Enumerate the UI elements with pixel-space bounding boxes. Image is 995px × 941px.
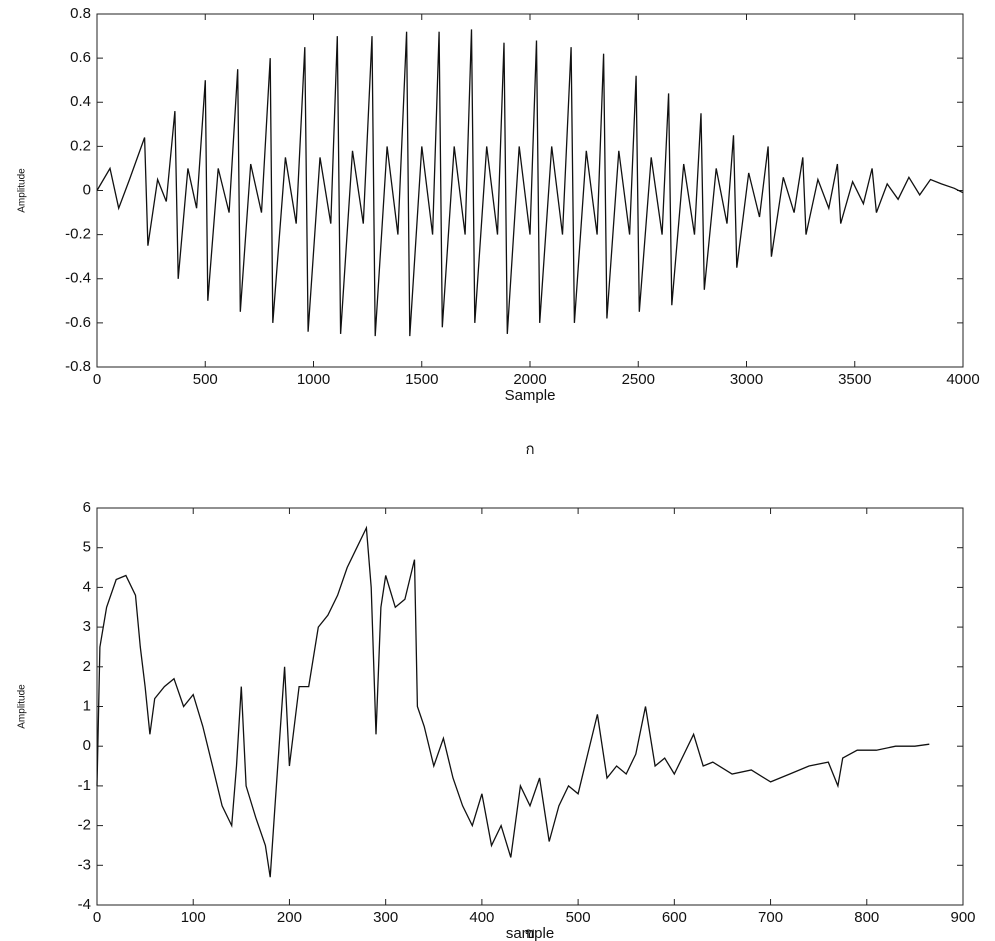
x-tick-label: 100 (181, 909, 206, 926)
y-tick-label: 0 (83, 181, 91, 198)
x-axis-label: sample (506, 925, 554, 941)
y-tick-label: 4 (83, 578, 91, 595)
x-tick-label: 2000 (513, 371, 546, 388)
x-axis-label: Sample (505, 387, 556, 404)
x-tick-label: 300 (373, 909, 398, 926)
caption: ข (525, 925, 535, 941)
x-tick-label: 700 (758, 909, 783, 926)
x-tick-label: 0 (93, 371, 101, 388)
x-tick-label: 800 (854, 909, 879, 926)
x-tick-label: 200 (277, 909, 302, 926)
x-tick-label: 4000 (946, 371, 979, 388)
y-tick-label: 0.8 (70, 5, 91, 22)
y-tick-label: 0 (83, 737, 91, 754)
y-tick-label: 6 (83, 499, 91, 516)
x-tick-label: 600 (662, 909, 687, 926)
x-tick-label: 400 (469, 909, 494, 926)
x-tick-label: 3500 (838, 371, 871, 388)
y-tick-label: 0.6 (70, 49, 91, 66)
x-tick-label: 3000 (730, 371, 763, 388)
plot-frame (96, 507, 964, 906)
y-tick-label: -3 (78, 856, 91, 873)
y-tick-label: -0.8 (65, 358, 91, 375)
y-axis-label: Amplitude (17, 168, 28, 213)
x-tick-label: 0 (93, 909, 101, 926)
data-line (96, 29, 964, 337)
y-tick-label: -0.2 (65, 226, 91, 243)
y-tick-label: 2 (83, 658, 91, 675)
data-line (96, 525, 930, 878)
x-tick-label: 1500 (405, 371, 438, 388)
y-tick-label: -0.6 (65, 314, 91, 331)
y-tick-label: 1 (83, 697, 91, 714)
y-tick-label: 3 (83, 618, 91, 635)
x-tick-label: 1000 (297, 371, 330, 388)
x-tick-label: 900 (950, 909, 975, 926)
y-axis-label: Amplitude (17, 684, 28, 729)
caption: ก (525, 441, 534, 458)
x-tick-label: 2500 (622, 371, 655, 388)
y-tick-label: -4 (78, 896, 91, 913)
y-tick-label: 0.4 (70, 93, 91, 110)
x-tick-label: 500 (193, 371, 218, 388)
y-tick-label: -2 (78, 817, 91, 834)
x-tick-label: 500 (566, 909, 591, 926)
y-tick-label: 0.2 (70, 137, 91, 154)
y-tick-label: -1 (78, 777, 91, 794)
y-tick-label: 5 (83, 539, 91, 556)
y-tick-label: -0.4 (65, 270, 91, 287)
plot-frame (96, 13, 964, 368)
